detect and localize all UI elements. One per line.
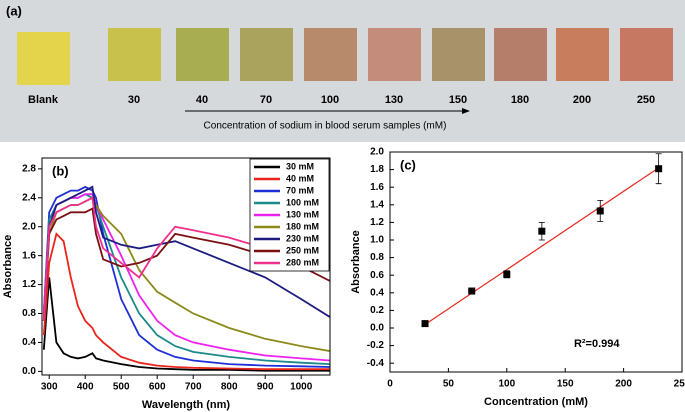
color-square: [368, 28, 421, 81]
y-tick-label: 1.6: [22, 250, 36, 261]
x-tick-label: 50: [443, 379, 455, 390]
y-axis-title: Absorbance: [350, 230, 362, 294]
y-tick-label: 0.8: [370, 252, 384, 263]
data-point: [421, 320, 429, 328]
legend-label: 70 mM: [286, 185, 314, 195]
legend-label: 280 mM: [286, 257, 319, 267]
data-point: [596, 207, 604, 215]
color-square: [108, 28, 161, 81]
square-label: 100: [321, 94, 339, 106]
spectrum-line: [42, 185, 330, 368]
legend-label: 40 mM: [286, 173, 314, 183]
x-tick-label: 1000: [290, 382, 313, 393]
square-label: 30: [128, 94, 140, 106]
data-point: [468, 287, 476, 295]
plot-frame: [41, 157, 331, 376]
spectrum-line: [42, 207, 330, 321]
spectrum-line: [42, 185, 330, 321]
legend-label: 180 mM: [286, 221, 319, 231]
annotation: R²=0.994: [574, 338, 620, 350]
x-tick-label: 800: [221, 382, 238, 393]
x-tick-label: 0: [387, 379, 393, 390]
data-point: [538, 227, 546, 235]
plot-frame: [389, 151, 683, 373]
square-label: 130: [385, 94, 403, 106]
y-tick-label: 0.0: [22, 366, 36, 377]
y-tick-label: 0.0: [370, 323, 384, 334]
x-axis-title: Concentration (mM): [484, 396, 588, 408]
y-tick-label: 1.2: [22, 279, 36, 290]
x-tick-label: 600: [149, 382, 166, 393]
legend-label: 100 mM: [286, 197, 319, 207]
data-point: [503, 270, 511, 278]
y-tick-label: 1.2: [370, 217, 384, 228]
x-tick-label: 700: [185, 382, 202, 393]
y-tick-label: 0.4: [22, 337, 36, 348]
x-tick-label: 900: [257, 382, 274, 393]
spectrum-line: [42, 232, 330, 371]
x-tick-label: 300: [41, 382, 58, 393]
y-tick-label: 2.4: [22, 192, 36, 203]
arrow-head: [462, 108, 470, 114]
y-tick-label: -0.2: [367, 340, 385, 351]
square-label: 250: [637, 94, 655, 106]
y-tick-label: 2.0: [370, 147, 384, 158]
square-label: 40: [196, 94, 208, 106]
x-tick-label: 250: [674, 379, 685, 390]
square-label: 180: [511, 94, 529, 106]
y-tick-label: 0.8: [22, 308, 36, 319]
y-tick-label: 0.2: [370, 305, 384, 316]
y-tick-label: 1.8: [370, 164, 384, 175]
spectrum-line: [42, 196, 330, 321]
legend-label: 230 mM: [286, 233, 319, 243]
x-axis-title: Wavelength (nm): [142, 399, 231, 411]
y-tick-label: -0.4: [367, 358, 385, 369]
y-tick-label: 0.6: [370, 270, 384, 281]
color-square: [620, 28, 673, 81]
panel-label: (c): [400, 157, 416, 172]
color-square: [432, 28, 485, 81]
data-point: [655, 165, 663, 173]
x-tick-label: 500: [113, 382, 130, 393]
square-label: Blank: [28, 94, 59, 106]
color-square: [494, 28, 547, 81]
y-tick-label: 1.6: [370, 182, 384, 193]
legend-label: 30 mM: [286, 161, 314, 171]
panel-label: (a): [6, 3, 22, 18]
y-tick-label: 1.0: [370, 235, 384, 246]
y-tick-label: 2.8: [22, 163, 36, 174]
y-tick-label: 2.0: [22, 221, 36, 232]
x-tick-label: 100: [498, 379, 515, 390]
legend-label: 250 mM: [286, 245, 319, 255]
y-tick-label: 0.4: [370, 287, 384, 298]
legend: 30 mM 40 mM 70 mM 100 mM 130 mM 180 mM 230 mM 2…: [249, 158, 330, 272]
color-square: [240, 28, 293, 81]
spectrum-line: [42, 277, 330, 372]
legend-label: 130 mM: [286, 209, 319, 219]
square-label: 150: [449, 94, 467, 106]
panel-label: (b): [52, 163, 69, 178]
color-square: [304, 28, 357, 81]
x-tick-label: 200: [615, 379, 632, 390]
y-axis-title: Absorbance: [2, 235, 14, 299]
x-tick-label: 400: [77, 382, 94, 393]
fit-line: [424, 167, 659, 325]
square-label: 200: [573, 94, 591, 106]
color-square: [556, 28, 609, 81]
x-tick-label: 150: [557, 379, 574, 390]
y-tick-label: 1.4: [370, 199, 384, 210]
caption: Concentration of sodium in blood serum s…: [204, 121, 447, 132]
square-label: 70: [260, 94, 272, 106]
color-square: [176, 28, 229, 81]
color-square: [17, 32, 70, 85]
